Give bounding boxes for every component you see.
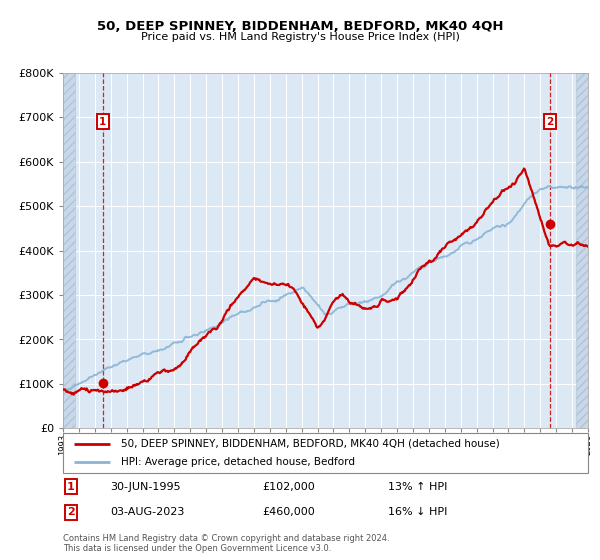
FancyBboxPatch shape xyxy=(63,433,588,473)
Text: 1: 1 xyxy=(99,116,106,127)
Bar xyxy=(63,73,75,428)
Text: 2: 2 xyxy=(546,116,553,127)
Text: HPI: Average price, detached house, Bedford: HPI: Average price, detached house, Bedf… xyxy=(121,458,355,467)
Text: 50, DEEP SPINNEY, BIDDENHAM, BEDFORD, MK40 4QH: 50, DEEP SPINNEY, BIDDENHAM, BEDFORD, MK… xyxy=(97,20,503,32)
Text: Contains HM Land Registry data © Crown copyright and database right 2024.
This d: Contains HM Land Registry data © Crown c… xyxy=(63,534,389,553)
Text: 03-AUG-2023: 03-AUG-2023 xyxy=(110,507,185,517)
Text: 50, DEEP SPINNEY, BIDDENHAM, BEDFORD, MK40 4QH (detached house): 50, DEEP SPINNEY, BIDDENHAM, BEDFORD, MK… xyxy=(121,439,499,449)
Text: 2: 2 xyxy=(67,507,75,517)
Text: 30-JUN-1995: 30-JUN-1995 xyxy=(110,482,181,492)
Text: £460,000: £460,000 xyxy=(263,507,315,517)
Text: Price paid vs. HM Land Registry's House Price Index (HPI): Price paid vs. HM Land Registry's House … xyxy=(140,32,460,43)
Text: 1: 1 xyxy=(67,482,75,492)
Text: 13% ↑ HPI: 13% ↑ HPI xyxy=(389,482,448,492)
Text: 16% ↓ HPI: 16% ↓ HPI xyxy=(389,507,448,517)
Bar xyxy=(576,73,588,428)
Text: £102,000: £102,000 xyxy=(263,482,315,492)
